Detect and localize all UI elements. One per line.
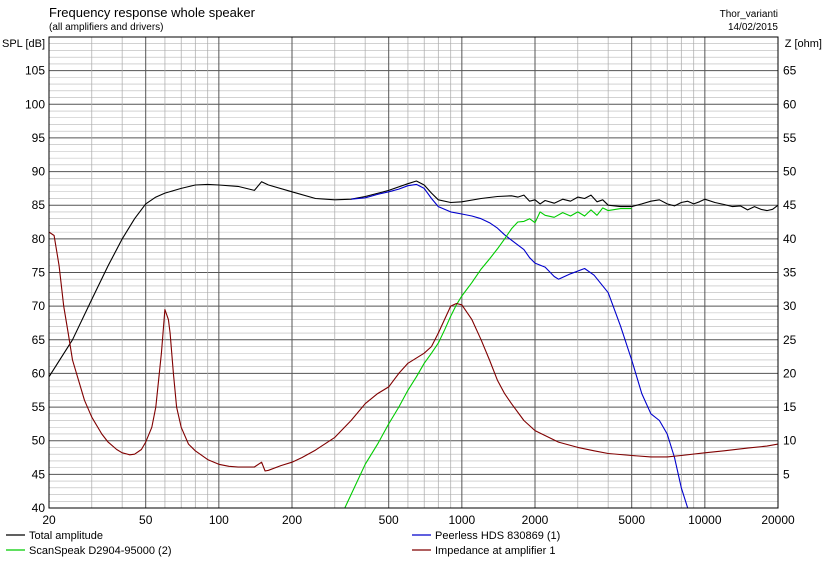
y2-tick-label: 10 [783, 434, 797, 448]
y2-tick-label: 55 [783, 131, 797, 145]
legend-label: Total amplitude [29, 530, 103, 542]
series-line-1 [49, 180, 778, 378]
y-tick-label: 105 [25, 64, 45, 78]
y-tick-label: 40 [32, 501, 46, 515]
series-line-3 [344, 207, 632, 508]
chart-title: Frequency response whole speaker [49, 5, 256, 20]
chart-subtitle: (all amplifiers and drivers) [49, 22, 163, 33]
y2-tick-label: 15 [783, 400, 797, 414]
x-tick-label: 500 [379, 513, 399, 527]
x-tick-label: 2000 [522, 513, 549, 527]
y-tick-label: 95 [32, 131, 46, 145]
series-line-4 [49, 231, 778, 472]
y-tick-label: 75 [32, 266, 46, 280]
y-tick-label: 90 [32, 165, 46, 179]
y-tick-label: 60 [32, 366, 46, 380]
y2-tick-label: 40 [783, 232, 797, 246]
x-tick-label: 20000 [761, 513, 795, 527]
x-tick-label: 50 [139, 513, 153, 527]
y2-tick-label: 25 [783, 333, 797, 347]
x-tick-label: 100 [209, 513, 229, 527]
y-tick-label: 55 [32, 400, 46, 414]
y2-tick-label: 65 [783, 64, 797, 78]
legend: Total amplitude Peerless HDS 830869 (1) Sc… [6, 530, 560, 557]
x-tick-label: 1000 [448, 513, 475, 527]
y-tick-label: 45 [32, 467, 46, 481]
x-tick-label: 20 [42, 513, 56, 527]
y2-tick-label: 50 [783, 165, 797, 179]
y-tick-label: 70 [32, 299, 46, 313]
series-line-2 [351, 183, 689, 508]
legend-label: ScanSpeak D2904-95000 (2) [29, 545, 171, 557]
series-lines [49, 180, 778, 508]
project-date: 14/02/2015 [728, 22, 778, 33]
y2-tick-label: 20 [783, 366, 797, 380]
axis-tick-labels: 20 50 100 200 500 1000 2000 5000 10000 2000010510… [25, 64, 797, 527]
y2-tick-label: 5 [783, 467, 790, 481]
y-tick-label: 85 [32, 198, 46, 212]
y2-axis-label: Z [ohm] [785, 38, 822, 50]
x-tick-label: 10000 [688, 513, 722, 527]
y-tick-label: 50 [32, 434, 46, 448]
y-tick-label: 100 [25, 97, 45, 111]
y2-tick-label: 30 [783, 299, 797, 313]
y-tick-label: 65 [32, 333, 46, 347]
legend-label: Peerless HDS 830869 (1) [435, 530, 560, 542]
x-tick-label: 200 [282, 513, 302, 527]
y2-tick-label: 35 [783, 266, 797, 280]
y-axis-label: SPL [dB] [2, 38, 45, 50]
project-name: Thor_varianti [720, 9, 778, 20]
y2-tick-label: 60 [783, 97, 797, 111]
y-tick-label: 80 [32, 232, 46, 246]
y2-tick-label: 45 [783, 198, 797, 212]
x-tick-label: 5000 [618, 513, 645, 527]
plot-frame [48, 36, 779, 509]
legend-label: Impedance at amplifier 1 [435, 545, 555, 557]
